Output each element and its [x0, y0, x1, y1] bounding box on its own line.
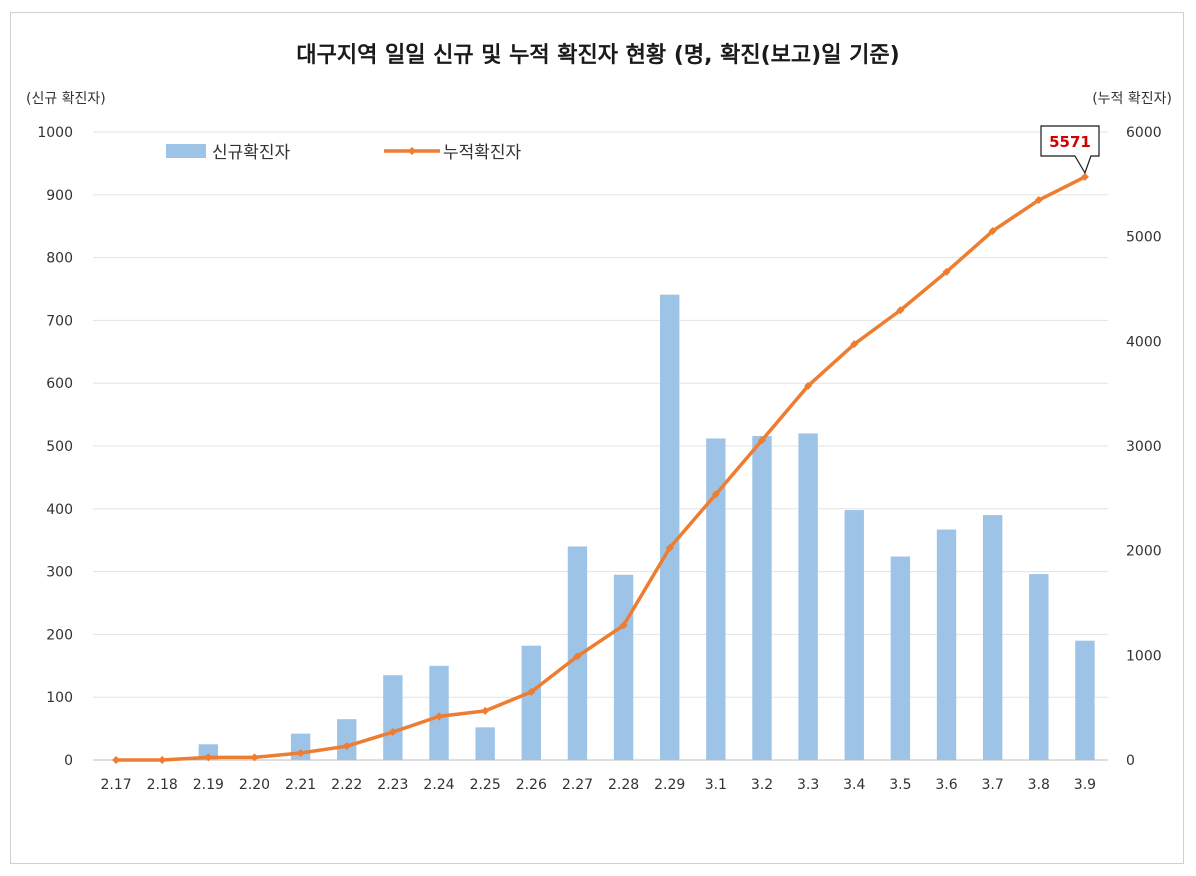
left-tick-label: 600 — [46, 376, 73, 392]
left-tick-label: 0 — [64, 753, 73, 769]
right-tick-label: 0 — [1126, 753, 1135, 769]
line-point — [1080, 172, 1089, 181]
line-point — [757, 436, 766, 445]
bar — [1075, 640, 1095, 760]
x-tick-label: 2.23 — [377, 777, 408, 793]
x-tick-label: 2.18 — [147, 777, 178, 793]
line-point — [988, 227, 997, 236]
bar — [660, 294, 680, 760]
x-tick-label: 3.1 — [705, 777, 727, 793]
x-tick-label: 2.29 — [654, 777, 685, 793]
x-tick-label: 3.9 — [1074, 777, 1096, 793]
left-tick-label: 1000 — [37, 125, 73, 141]
left-tick-label: 900 — [46, 188, 73, 204]
bar — [890, 556, 911, 760]
right-tick-label: 1000 — [1126, 648, 1162, 664]
left-tick-label: 400 — [46, 502, 73, 518]
line-point — [896, 306, 905, 315]
bar — [936, 529, 957, 760]
bar — [752, 435, 772, 760]
left-axis-label: (신규 확진자) — [26, 91, 106, 107]
line-point — [711, 490, 720, 499]
line-point — [204, 753, 213, 762]
bar — [844, 510, 864, 760]
x-tick-label: 2.19 — [193, 777, 224, 793]
left-tick-label: 700 — [46, 313, 73, 329]
line-point — [388, 728, 397, 737]
legend-swatch-bar — [166, 144, 206, 158]
x-tick-label: 3.2 — [751, 777, 773, 793]
callout-box — [1040, 125, 1100, 175]
x-tick-label: 3.5 — [889, 777, 911, 793]
x-tick-label: 3.4 — [843, 777, 865, 793]
line-point — [1034, 196, 1043, 205]
bar — [521, 645, 541, 760]
left-tick-label: 100 — [46, 690, 73, 706]
right-axis-ticks: 0 1000 2000 3000 4000 5000 6000 — [1126, 125, 1162, 769]
x-tick-label: 2.26 — [516, 777, 547, 793]
line-series — [112, 172, 1089, 764]
right-tick-label: 6000 — [1126, 125, 1162, 141]
line-point — [296, 748, 305, 757]
x-tick-label: 2.27 — [562, 777, 593, 793]
x-tick-label: 2.20 — [239, 777, 270, 793]
line-point — [158, 756, 167, 764]
legend-label-line: 누적확진자 — [443, 143, 522, 163]
line-point — [435, 712, 444, 721]
bar — [613, 574, 634, 760]
right-tick-label: 3000 — [1126, 439, 1162, 455]
left-axis-ticks: 0 100 200 300 400 500 600 700 800 900 1000 — [37, 125, 73, 769]
bar — [337, 719, 357, 760]
bar — [475, 727, 495, 760]
line-point — [804, 381, 813, 390]
legend: 신규확진자 누적확진자 — [166, 143, 522, 163]
legend-marker-line — [408, 147, 416, 155]
line-point — [942, 267, 951, 276]
left-tick-label: 500 — [46, 439, 73, 455]
bar — [383, 675, 403, 760]
x-tick-label: 2.22 — [331, 777, 362, 793]
line-point — [112, 756, 121, 764]
bar — [706, 438, 726, 760]
line-point — [250, 753, 259, 762]
line-point — [481, 706, 490, 715]
bar — [982, 515, 1003, 760]
line-point — [665, 543, 674, 552]
left-tick-label: 300 — [46, 565, 73, 581]
right-tick-label: 5000 — [1126, 230, 1162, 246]
x-tick-label: 2.24 — [423, 777, 454, 793]
line-point — [527, 687, 536, 696]
x-tick-label: 2.21 — [285, 777, 316, 793]
line-point — [573, 652, 582, 661]
x-axis-ticks: 2.17 2.18 2.19 2.20 2.21 2.22 2.23 2.24 2.25 2.26… — [100, 777, 1096, 793]
left-tick-label: 800 — [46, 251, 73, 267]
line-path — [114, 175, 1087, 762]
bar-series — [198, 294, 1095, 760]
x-tick-label: 3.7 — [982, 777, 1004, 793]
x-tick-label: 2.17 — [100, 777, 131, 793]
line-point — [850, 340, 859, 349]
callout-label: 5571 — [1049, 133, 1091, 151]
legend-label-bar: 신규확진자 — [212, 143, 291, 163]
x-tick-label: 2.28 — [608, 777, 639, 793]
callout-annotation: 5571 — [1040, 125, 1100, 175]
chart-title: 대구지역 일일 신규 및 누적 확진자 현황 (명, 확진(보고)일 기준) — [296, 43, 899, 68]
bar — [798, 433, 818, 760]
bar — [1029, 574, 1049, 760]
left-tick-label: 200 — [46, 627, 73, 643]
line-point — [342, 742, 351, 751]
right-tick-label: 4000 — [1126, 334, 1162, 350]
x-tick-label: 3.8 — [1028, 777, 1050, 793]
x-tick-label: 2.25 — [470, 777, 501, 793]
x-tick-label: 3.6 — [935, 777, 957, 793]
x-tick-label: 3.3 — [797, 777, 819, 793]
right-axis-label: (누적 확진자) — [1092, 91, 1172, 107]
right-tick-label: 2000 — [1126, 544, 1162, 560]
line-point — [619, 621, 628, 630]
